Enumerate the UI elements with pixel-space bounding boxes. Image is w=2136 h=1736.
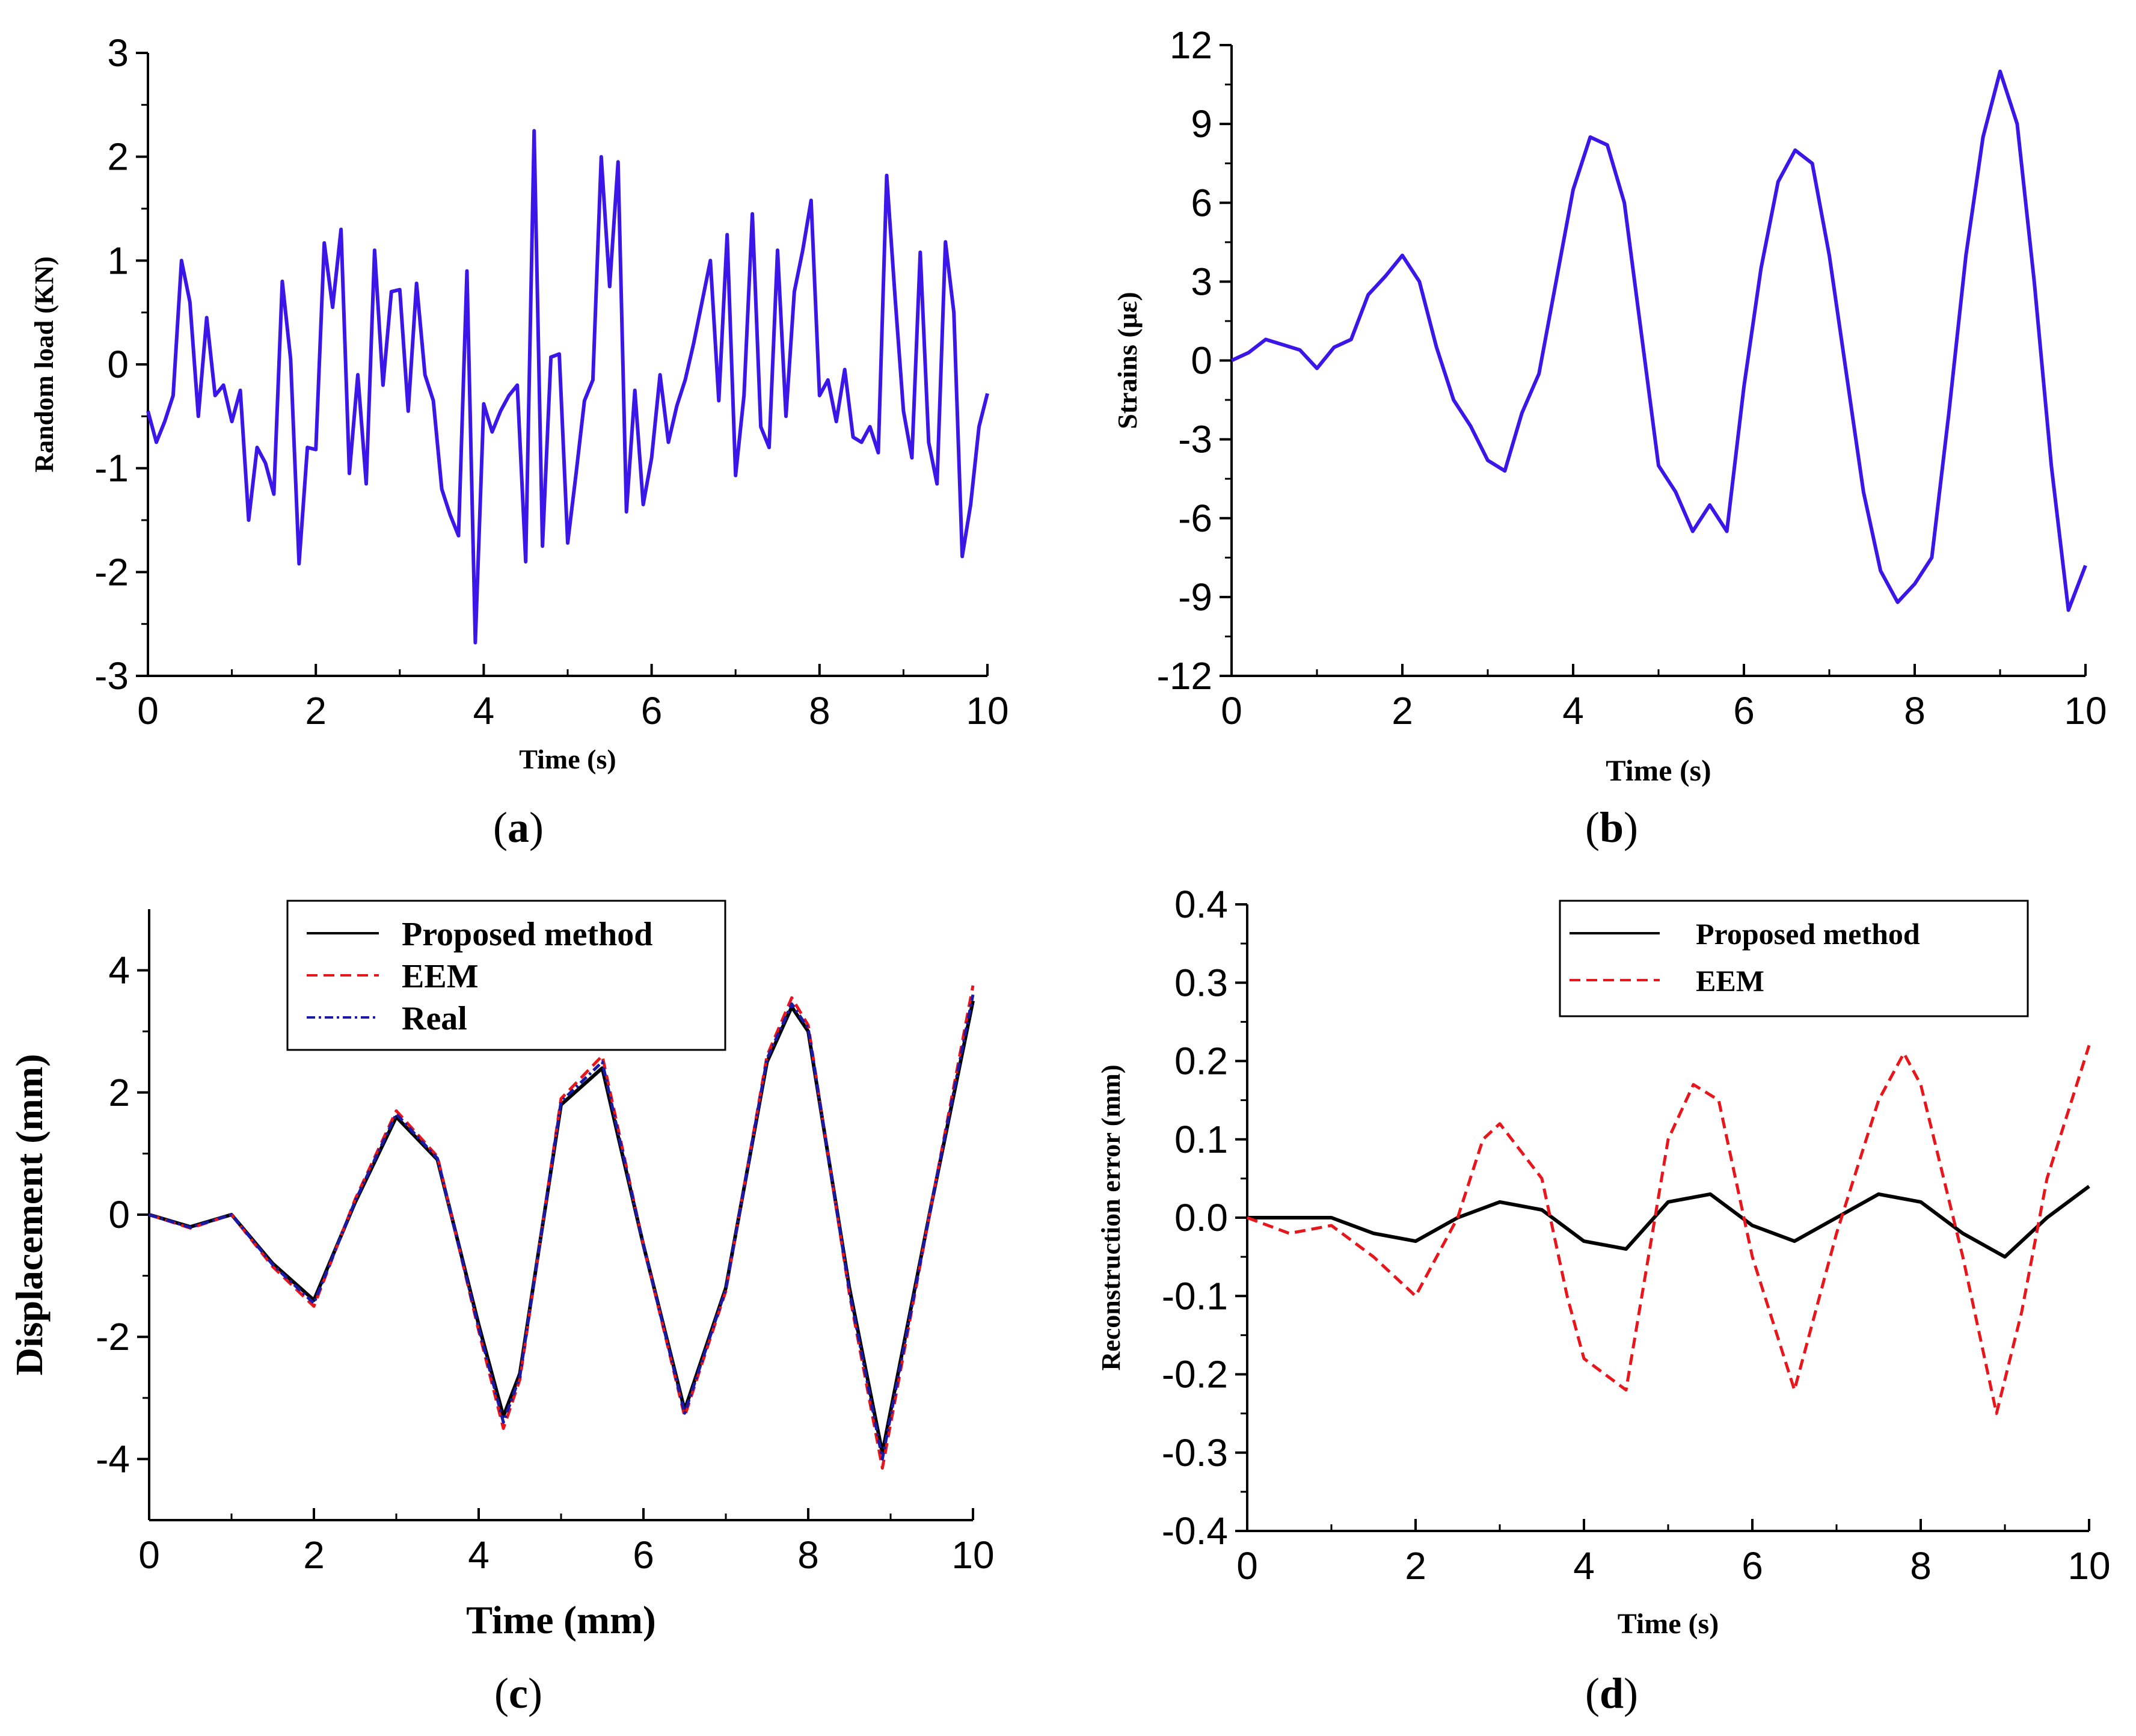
legend-label: Proposed method: [1696, 917, 1920, 951]
x-tick-label: 6: [1733, 689, 1755, 732]
y-tick-label: 0: [1191, 339, 1212, 382]
legend: Proposed method EEM: [1559, 900, 2029, 1017]
y-tick-label: -3: [94, 654, 129, 698]
x-tick-label: 8: [809, 689, 830, 732]
y-axis-title: Displacement (mm): [8, 1054, 51, 1376]
x-tick-label: 4: [1562, 689, 1584, 732]
x-tick-label: 6: [641, 689, 663, 732]
series-line-eem: [1247, 1044, 2091, 1415]
series-line-real: [149, 994, 975, 1461]
y-tick-label: -0.4: [1162, 1509, 1228, 1553]
y-axis-title: Reconstruction error (mm): [1096, 1064, 1126, 1370]
y-tick-label: -6: [1178, 497, 1212, 540]
x-tick-label: 10: [2064, 689, 2107, 732]
x-tick-label: 8: [1910, 1544, 1932, 1587]
x-axis-title: Time (s): [519, 744, 616, 774]
panel-a: 0 2 4 6 8 10 -3 -2 -1 0 1 2 3 Time (s) Random load (KN…: [29, 31, 1009, 851]
y-tick-label: -0.3: [1162, 1431, 1228, 1474]
panel-caption: (b): [1585, 803, 1638, 851]
x-axis-title: Time (s): [1618, 1608, 1719, 1640]
panel-c: 0 2 4 6 8 10 -4 -2 0 2 4 Time (mm) Displacement (mm)…: [8, 900, 995, 1717]
y-tick-label: -3: [1178, 418, 1212, 461]
x-tick-label: 2: [303, 1533, 325, 1577]
y-tick-label: 0.4: [1174, 883, 1228, 926]
x-tick-label: 0: [1221, 689, 1242, 732]
y-tick-label: -2: [96, 1315, 130, 1358]
y-tick-label: 3: [107, 31, 129, 75]
panel-b: 0 2 4 6 8 10 -12 -9 -6 -3 0 3 6 9 12 Time (s) Strains (μ…: [1112, 23, 2107, 851]
series-line-proposed-method: [1247, 1185, 2090, 1259]
legend-label: Proposed method: [402, 916, 652, 953]
y-tick-label: -4: [96, 1437, 130, 1480]
x-tick-label: 4: [1573, 1544, 1595, 1587]
x-tick-label: 0: [138, 1533, 160, 1577]
x-tick-label: 8: [1904, 689, 1926, 732]
x-tick-label: 0: [137, 689, 159, 732]
series-line-eem: [149, 985, 975, 1470]
y-tick-label: 2: [108, 1071, 130, 1114]
y-tick-label: -12: [1157, 654, 1213, 698]
x-tick-label: 4: [473, 689, 495, 732]
y-tick-label: -2: [94, 550, 129, 593]
x-tick-label: 8: [797, 1533, 819, 1577]
series-line-strains: [1230, 69, 2087, 612]
legend-label: EEM: [1696, 964, 1764, 998]
panel-caption: (a): [493, 803, 544, 851]
panel-caption: (d): [1585, 1669, 1638, 1717]
y-tick-label: 6: [1191, 181, 1212, 224]
y-tick-label: 0: [108, 1193, 130, 1236]
y-axis-title: Random load (KN): [29, 256, 59, 472]
x-tick-label: 6: [1742, 1544, 1763, 1587]
legend-label: EEM: [402, 958, 479, 995]
y-tick-label: 12: [1170, 23, 1212, 67]
x-tick-label: 6: [633, 1533, 654, 1577]
y-tick-label: 0.2: [1174, 1040, 1228, 1083]
series-line-proposed-method: [149, 1000, 975, 1455]
y-tick-label: -1: [94, 447, 129, 490]
legend: Proposed method EEM Real: [286, 900, 726, 1051]
y-tick-label: 0.1: [1174, 1118, 1228, 1161]
y-tick-label: 3: [1191, 260, 1212, 303]
y-tick-label: -0.1: [1162, 1274, 1228, 1317]
legend-label: Real: [402, 1000, 467, 1037]
x-axis-title: Time (mm): [466, 1598, 656, 1642]
x-tick-label: 2: [305, 689, 327, 732]
x-tick-label: 10: [966, 689, 1008, 732]
x-tick-label: 2: [1405, 1544, 1426, 1587]
x-tick-label: 4: [468, 1533, 489, 1577]
panel-caption: (c): [494, 1669, 542, 1717]
x-tick-label: 10: [2067, 1544, 2110, 1587]
x-tick-label: 10: [951, 1533, 994, 1577]
y-tick-label: 0.0: [1174, 1196, 1228, 1239]
y-tick-label: -9: [1178, 575, 1212, 619]
x-tick-label: 0: [1236, 1544, 1258, 1587]
y-tick-label: 1: [107, 239, 129, 282]
y-tick-label: 9: [1191, 102, 1212, 146]
y-tick-label: 2: [107, 135, 129, 179]
y-tick-label: 4: [108, 949, 130, 992]
series-line-random-load: [146, 129, 989, 645]
panel-d: 0 2 4 6 8 10 -0.4 -0.3 -0.2 -0.1 0.0 0.1 0.2 0.3 0.4 Ti…: [1096, 883, 2111, 1717]
y-axis-title: Strains (με): [1112, 292, 1143, 429]
x-tick-label: 2: [1392, 689, 1413, 732]
y-tick-label: -0.2: [1162, 1353, 1228, 1396]
x-axis-title: Time (s): [1606, 753, 1711, 787]
y-tick-label: 0: [107, 343, 129, 386]
legend-box: [1559, 900, 2029, 1017]
y-tick-label: 0.3: [1174, 961, 1228, 1004]
